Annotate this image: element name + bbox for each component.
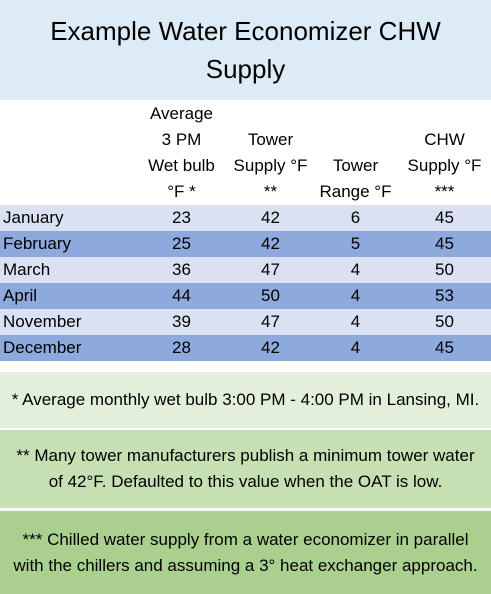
cell: 4 [313, 335, 398, 361]
cell: 45 [398, 231, 491, 257]
header-line: ** [263, 182, 278, 201]
header-line: Supply °F [233, 156, 308, 175]
table-row: November 39 47 4 50 [0, 309, 491, 335]
cell: 50 [398, 257, 491, 283]
header-line: Tower [247, 130, 294, 149]
column-header: Tower Range °F [313, 100, 398, 205]
header-line: Range °F [319, 182, 392, 201]
table-row: April 44 50 4 53 [0, 283, 491, 309]
header-line: Average [149, 104, 213, 123]
table-row: January 23 42 6 45 [0, 205, 491, 231]
header-line: *** [434, 182, 455, 201]
column-header: Average 3 PM Wet bulb °F * [135, 100, 228, 205]
header-line: CHW [424, 130, 465, 149]
month-cell: March [0, 257, 135, 283]
table-body: January 23 42 6 45 February 25 42 5 45 March 36 47 4 5… [0, 205, 491, 361]
table-row: December 28 42 4 45 [0, 335, 491, 361]
cell: 47 [228, 257, 313, 283]
cell: 6 [313, 205, 398, 231]
column-header: Tower Supply °F ** [228, 100, 313, 205]
month-cell: April [0, 283, 135, 309]
month-cell: February [0, 231, 135, 257]
cell: 44 [135, 283, 228, 309]
cell: 36 [135, 257, 228, 283]
note: * Average monthly wet bulb 3:00 PM - 4:0… [0, 372, 491, 428]
table-row: March 36 47 4 50 [0, 257, 491, 283]
cell: 5 [313, 231, 398, 257]
cell: 39 [135, 309, 228, 335]
month-cell: January [0, 205, 135, 231]
cell: 4 [313, 283, 398, 309]
note: *** Chilled water supply from a water ec… [0, 511, 491, 594]
cell: 45 [398, 335, 491, 361]
cell: 47 [228, 309, 313, 335]
cell: 53 [398, 283, 491, 309]
header-line: 3 PM [161, 130, 202, 149]
table-row: February 25 42 5 45 [0, 231, 491, 257]
cell: 50 [228, 283, 313, 309]
month-cell: November [0, 309, 135, 335]
cell: 25 [135, 231, 228, 257]
cell: 45 [398, 205, 491, 231]
month-cell: December [0, 335, 135, 361]
title: Example Water Economizer CHW Supply [0, 0, 491, 100]
header-line: Wet bulb [148, 156, 215, 175]
cell: 50 [398, 309, 491, 335]
cell: 4 [313, 309, 398, 335]
cell: 28 [135, 335, 228, 361]
note: ** Many tower manufacturers publish a mi… [0, 430, 491, 508]
cell: 42 [228, 335, 313, 361]
header-row: Average 3 PM Wet bulb °F * Tower Supply °F ** T… [0, 100, 491, 205]
cell: 4 [313, 257, 398, 283]
data-table: Average 3 PM Wet bulb °F * Tower Supply °F ** T… [0, 100, 491, 361]
column-header: CHW Supply °F *** [398, 100, 491, 205]
column-header [0, 100, 135, 205]
cell: 23 [135, 205, 228, 231]
header-line: °F * [167, 182, 196, 201]
header-line: Tower [332, 156, 379, 175]
cell: 42 [228, 205, 313, 231]
cell: 42 [228, 231, 313, 257]
header-line: Supply °F [407, 156, 482, 175]
